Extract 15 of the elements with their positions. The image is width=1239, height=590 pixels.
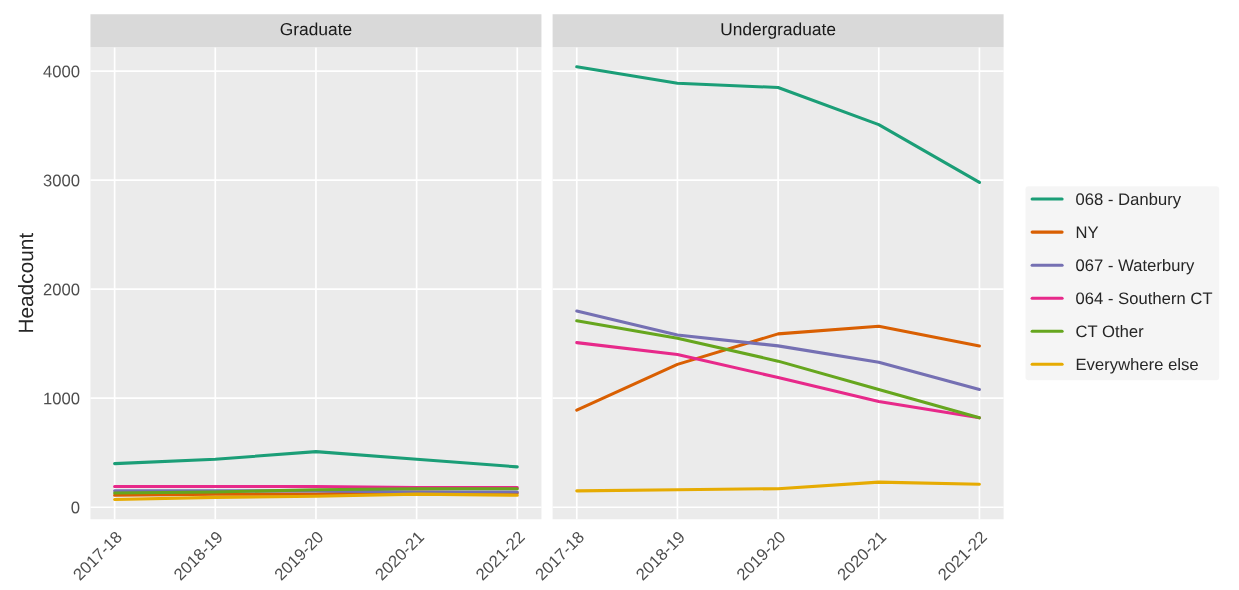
legend-label: 068 - Danbury [1076,192,1182,209]
y-tick-label: 4000 [43,65,80,78]
y-axis-title: Headcount [17,232,34,332]
legend-label: NY [1076,226,1099,238]
y-tick-label: 3000 [43,174,80,187]
legend-label: CT Other [1076,324,1144,338]
y-tick-label: 1000 [44,392,80,405]
y-tick-label: 0 [71,501,80,514]
legend-label: 064 - Southern CT [1076,291,1213,305]
legend-label: 067 - Waterbury [1076,258,1195,275]
legend-label: Everywhere else [1076,358,1198,374]
line-series [113,450,519,469]
chart-title: Graduate [280,22,352,36]
chart-title: Undergraduate [721,22,836,39]
y-tick-label: 2000 [43,283,80,296]
